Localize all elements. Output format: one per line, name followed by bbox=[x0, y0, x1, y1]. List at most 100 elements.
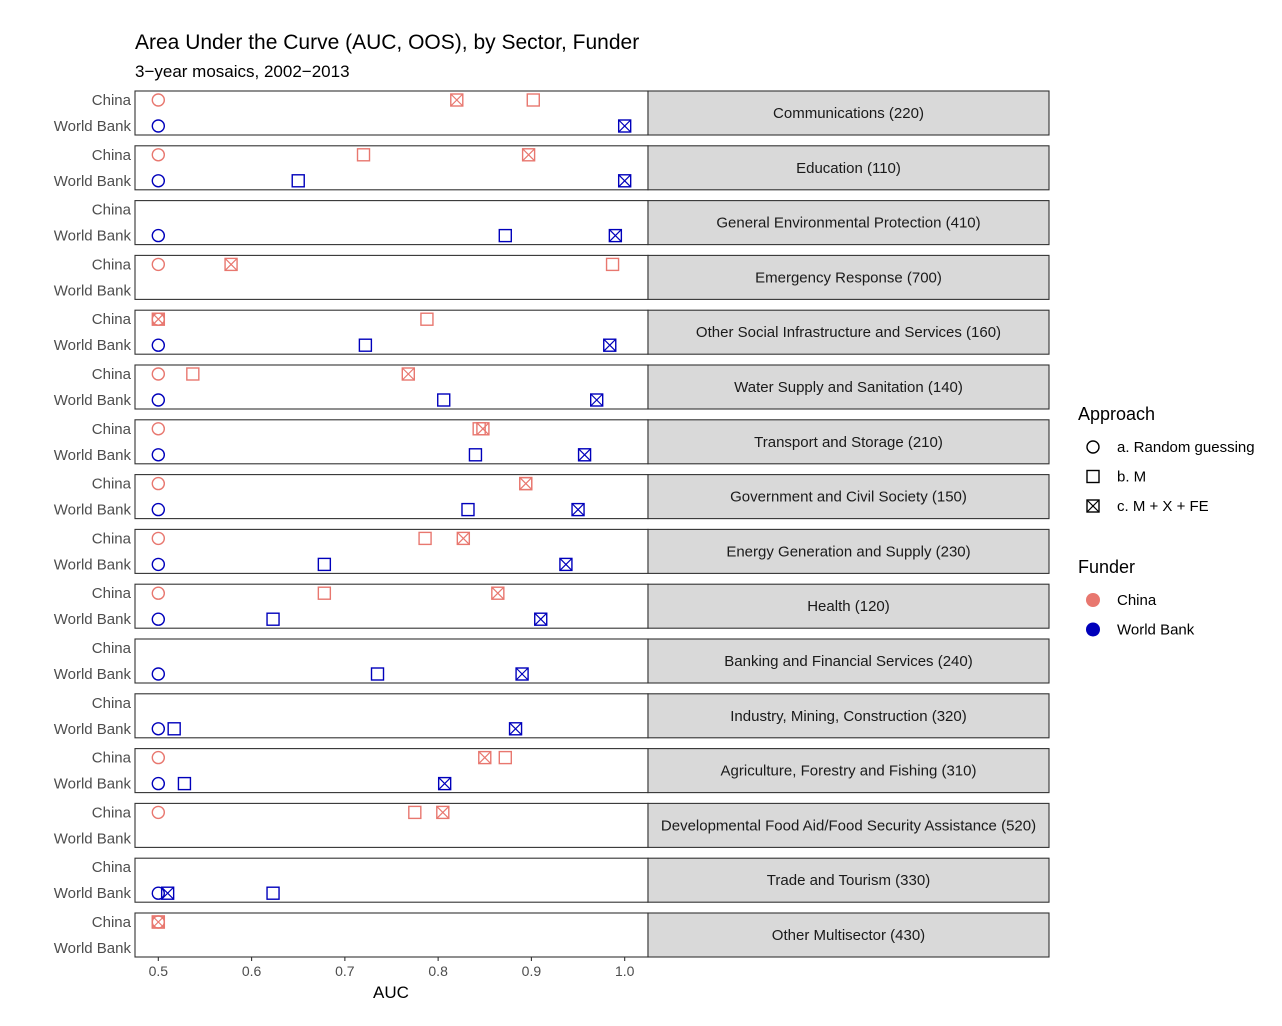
y-tick-label: China bbox=[92, 585, 132, 602]
x-tick-label: 1.0 bbox=[615, 963, 635, 979]
marker-random bbox=[151, 886, 166, 900]
strip-background bbox=[647, 309, 1050, 355]
strip-label: Agriculture, Forestry and Fishing (310) bbox=[721, 763, 977, 780]
strip-label: General Environmental Protection (410) bbox=[716, 215, 980, 232]
marker-m bbox=[437, 393, 451, 407]
marker-mxfe bbox=[590, 393, 604, 407]
marker-random bbox=[151, 586, 166, 600]
x-axis: 0.5 0.6 0.7 0.8 0.9 1.0 bbox=[149, 957, 635, 979]
marker-mxfe bbox=[534, 612, 548, 626]
strip-background bbox=[647, 802, 1050, 848]
marker-m bbox=[291, 174, 305, 188]
legend-title-approach: Approach bbox=[1078, 404, 1155, 424]
x-axis-title: AUC bbox=[373, 983, 409, 1002]
panel-frame bbox=[134, 364, 649, 410]
y-tick-label: World Bank bbox=[54, 611, 132, 628]
strip-background bbox=[647, 528, 1050, 574]
y-tick-label: World Bank bbox=[54, 118, 132, 135]
marker-random bbox=[151, 393, 166, 407]
facet-panel: Education (110) China World Bank bbox=[54, 145, 1050, 191]
marker-m bbox=[418, 531, 432, 546]
facet-panel: Government and Civil Society (150) China W… bbox=[54, 474, 1050, 520]
y-tick-label: World Bank bbox=[54, 830, 132, 847]
y-tick-label: China bbox=[92, 92, 132, 109]
strip-background bbox=[647, 912, 1050, 958]
panel-frame bbox=[134, 254, 649, 300]
legend-key-m bbox=[1086, 469, 1100, 484]
y-tick-label: China bbox=[92, 750, 132, 767]
marker-m bbox=[356, 148, 371, 162]
marker-m bbox=[266, 612, 280, 626]
y-tick-label: China bbox=[92, 147, 132, 164]
y-tick-label: China bbox=[92, 914, 132, 931]
facet-panel: Water Supply and Sanitation (140) China Wo… bbox=[54, 364, 1050, 410]
legend-key-mxfe bbox=[1086, 499, 1100, 513]
facet-panel: Communications (220) China World Bank bbox=[54, 90, 1050, 136]
marker-random bbox=[151, 367, 166, 381]
strip-background bbox=[647, 145, 1050, 191]
marker-m bbox=[420, 312, 434, 326]
marker-random bbox=[151, 174, 166, 188]
strip-background bbox=[647, 857, 1050, 903]
y-tick-label: China bbox=[92, 476, 132, 493]
strip-label: Transport and Storage (210) bbox=[754, 434, 943, 451]
marker-m bbox=[186, 367, 200, 381]
strip-label: Developmental Food Aid/Food Security Ass… bbox=[661, 817, 1036, 834]
y-tick-label: World Bank bbox=[54, 940, 132, 957]
marker-mxfe bbox=[437, 776, 452, 791]
marker-m bbox=[358, 338, 373, 352]
marker-random bbox=[151, 531, 166, 546]
marker-random bbox=[151, 502, 166, 517]
marker-random bbox=[151, 257, 166, 272]
marker-mxfe bbox=[559, 557, 573, 572]
marker-random bbox=[151, 805, 166, 820]
y-tick-label: World Bank bbox=[54, 337, 132, 354]
marker-mxfe bbox=[436, 805, 450, 820]
marker-m bbox=[468, 448, 483, 462]
legend-key-funder bbox=[1086, 593, 1100, 607]
y-tick-label: China bbox=[92, 202, 132, 219]
strip-label: Emergency Response (700) bbox=[755, 269, 942, 286]
marker-m bbox=[408, 805, 422, 820]
y-tick-label: World Bank bbox=[54, 282, 132, 299]
marker-random bbox=[151, 422, 166, 436]
panel-frame bbox=[134, 200, 649, 246]
marker-mxfe bbox=[515, 667, 529, 681]
strip-label: Education (110) bbox=[796, 160, 901, 177]
panel-frame bbox=[134, 583, 649, 629]
strip-background bbox=[647, 419, 1050, 465]
panel-frame bbox=[134, 528, 649, 574]
strip-label: Government and Civil Society (150) bbox=[730, 489, 967, 506]
marker-mxfe bbox=[478, 750, 492, 765]
strip-background bbox=[647, 474, 1050, 520]
marker-mxfe bbox=[224, 257, 238, 272]
y-tick-label: World Bank bbox=[54, 173, 132, 190]
marker-mxfe bbox=[160, 886, 175, 900]
y-tick-label: China bbox=[92, 530, 132, 547]
marker-mxfe bbox=[450, 93, 464, 107]
strip-label: Water Supply and Sanitation (140) bbox=[734, 379, 963, 396]
marker-random bbox=[151, 93, 166, 107]
marker-mxfe bbox=[521, 148, 536, 162]
strip-background bbox=[647, 254, 1050, 300]
marker-mxfe bbox=[476, 422, 490, 436]
legend-label: a. Random guessing bbox=[1117, 439, 1255, 456]
marker-mxfe bbox=[401, 367, 415, 381]
marker-random bbox=[151, 750, 166, 765]
facet-panel: Emergency Response (700) China World Bank bbox=[54, 254, 1050, 300]
strip-label: Banking and Financial Services (240) bbox=[724, 653, 972, 670]
marker-random bbox=[151, 776, 166, 791]
panel-frame bbox=[134, 309, 649, 355]
panel-frame bbox=[134, 90, 649, 136]
marker-random bbox=[151, 119, 166, 133]
y-tick-label: World Bank bbox=[54, 392, 132, 409]
marker-mxfe bbox=[577, 448, 592, 462]
y-tick-label: China bbox=[92, 804, 132, 821]
facet-panel: Other Multisector (430) China World Bank bbox=[54, 912, 1050, 958]
strip-label: Energy Generation and Supply (230) bbox=[726, 543, 970, 560]
panel-frame bbox=[134, 145, 649, 191]
marker-mxfe bbox=[571, 502, 585, 517]
marker-m bbox=[266, 886, 280, 900]
